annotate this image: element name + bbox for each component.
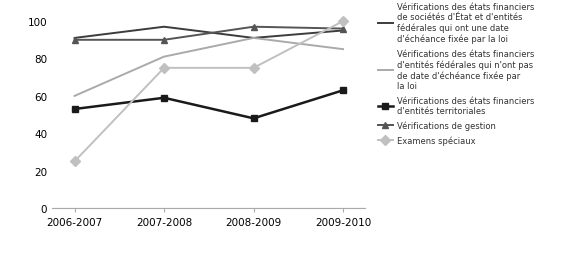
Legend: Vérifications des états financiers
de sociétés d'État et d'entités
fédérales qui: Vérifications des états financiers de so… [378, 3, 534, 145]
